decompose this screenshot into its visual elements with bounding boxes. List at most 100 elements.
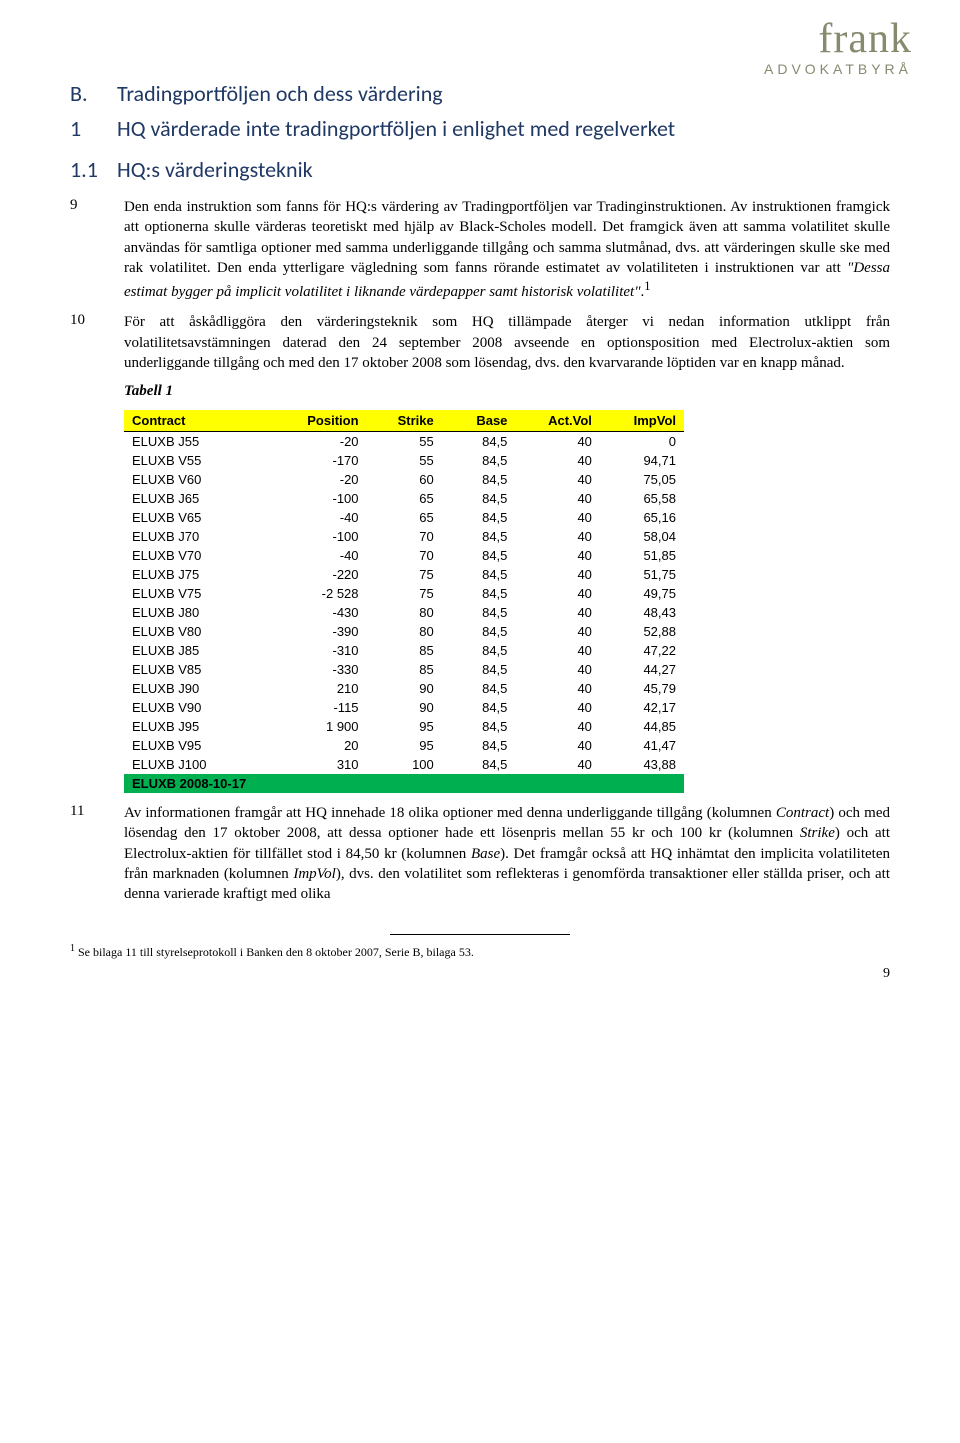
table-row: ELUXB J951 9009584,54044,85 (124, 717, 684, 736)
table-cell: 40 (515, 565, 600, 584)
table-cell: 84,5 (442, 470, 516, 489)
table-row: ELUXB V55-1705584,54094,71 (124, 451, 684, 470)
table-cell: ELUXB J55 (124, 432, 273, 452)
table-row: ELUXB V80-3908084,54052,88 (124, 622, 684, 641)
logo-sub: ADVOKATBYRÅ (764, 62, 912, 76)
table-cell: 84,5 (442, 641, 516, 660)
table-cell: 44,27 (600, 660, 684, 679)
table-row: ELUXB J65-1006584,54065,58 (124, 489, 684, 508)
subsection-heading: 1 HQ värderade inte tradingportföljen i … (70, 115, 890, 142)
para-body: För att åskådliggöra den värderingstekni… (124, 312, 890, 373)
table-row: ELUXB V60-206084,54075,05 (124, 470, 684, 489)
table-cell: 51,75 (600, 565, 684, 584)
table-cell: ELUXB V70 (124, 546, 273, 565)
table-cell: ELUXB V80 (124, 622, 273, 641)
table-cell: 48,43 (600, 603, 684, 622)
subsubsection-label: 1.1 (70, 156, 112, 183)
table-cell: 84,5 (442, 546, 516, 565)
section-title: Tradingportföljen och dess värdering (117, 80, 443, 107)
para9-text-a: Den enda instruktion som fanns för HQ:s … (124, 199, 890, 276)
table-col-actvol: Act.Vol (515, 410, 600, 432)
table-cell: 40 (515, 546, 600, 565)
table-row: ELUXB J10031010084,54043,88 (124, 755, 684, 774)
table-cell: 40 (515, 470, 600, 489)
table-cell: 40 (515, 755, 600, 774)
subsection-title: HQ värderade inte tradingportföljen i en… (117, 115, 675, 142)
footnote-1: 1 Se bilaga 11 till styrelseprotokoll i … (70, 943, 890, 960)
table-cell: 95 (367, 717, 442, 736)
table-cell: 40 (515, 527, 600, 546)
table-cell: 84,5 (442, 565, 516, 584)
table-cell: ELUXB V55 (124, 451, 273, 470)
table-cell: 40 (515, 679, 600, 698)
table-cell: 55 (367, 451, 442, 470)
table-cell: 20 (273, 736, 367, 755)
table-cell: 65,16 (600, 508, 684, 527)
table-row: ELUXB J80-4308084,54048,43 (124, 603, 684, 622)
table-cell: 40 (515, 584, 600, 603)
table-cell: -20 (273, 470, 367, 489)
table-row: ELUXB V65-406584,54065,16 (124, 508, 684, 527)
table-cell: 70 (367, 546, 442, 565)
footnote-text: Se bilaga 11 till styrelseprotokoll i Ba… (78, 945, 474, 959)
table-cell: 65 (367, 489, 442, 508)
table-col-base: Base (442, 410, 516, 432)
paragraph-10: 10 För att åskådliggöra den värderingste… (70, 312, 890, 373)
footnote-ref-1: 1 (644, 279, 650, 293)
paragraph-9: 9 Den enda instruktion som fanns för HQ:… (70, 197, 890, 302)
table-col-position: Position (273, 410, 367, 432)
table-cell: -430 (273, 603, 367, 622)
text-run: Strike (800, 825, 835, 841)
table-cell: 40 (515, 432, 600, 452)
table-cell: -40 (273, 508, 367, 527)
table-row: ELUXB J85-3108584,54047,22 (124, 641, 684, 660)
table-cell: 85 (367, 660, 442, 679)
table-cell: 51,85 (600, 546, 684, 565)
table-cell: 49,75 (600, 584, 684, 603)
table-cell: 84,5 (442, 432, 516, 452)
table-cell: ELUXB J85 (124, 641, 273, 660)
table-cell: ELUXB J95 (124, 717, 273, 736)
table-cell: ELUXB V95 (124, 736, 273, 755)
page: frank ADVOKATBYRÅ B. Tradingportföljen o… (0, 0, 960, 1012)
para-num: 9 (70, 197, 124, 302)
table-cell: -170 (273, 451, 367, 470)
table-cell: 84,5 (442, 489, 516, 508)
table-footer-label: ELUXB 2008-10-17 (124, 774, 684, 793)
table-cell: 84,5 (442, 679, 516, 698)
text-run: Av informationen framgår att HQ innehade… (124, 805, 776, 821)
table-cell: 90 (367, 679, 442, 698)
table-cell: -390 (273, 622, 367, 641)
table-cell: 84,5 (442, 717, 516, 736)
table-cell: -40 (273, 546, 367, 565)
logo-main: frank (764, 18, 912, 60)
table-row: ELUXB J75-2207584,54051,75 (124, 565, 684, 584)
table-cell: 40 (515, 641, 600, 660)
table-cell: ELUXB J80 (124, 603, 273, 622)
table-cell: ELUXB J100 (124, 755, 273, 774)
table-cell: 1 900 (273, 717, 367, 736)
table-cell: 84,5 (442, 527, 516, 546)
footnote-rule (390, 934, 570, 935)
table-cell: 84,5 (442, 736, 516, 755)
table-cell: 75 (367, 565, 442, 584)
table-cell: ELUXB J70 (124, 527, 273, 546)
table-cell: -100 (273, 489, 367, 508)
subsection-label: 1 (70, 115, 112, 142)
table-cell: 65,58 (600, 489, 684, 508)
table-cell: 84,5 (442, 584, 516, 603)
paragraph-11: 11 Av informationen framgår att HQ inneh… (70, 803, 890, 904)
table-row: ELUXB V70-407084,54051,85 (124, 546, 684, 565)
footnote-num: 1 (70, 943, 75, 954)
table-cell: 42,17 (600, 698, 684, 717)
table-label: Tabell 1 (124, 383, 890, 400)
table-row: ELUXB J70-1007084,54058,04 (124, 527, 684, 546)
table-cell: 70 (367, 527, 442, 546)
table-cell: ELUXB V75 (124, 584, 273, 603)
table-cell: 80 (367, 603, 442, 622)
logo: frank ADVOKATBYRÅ (764, 18, 912, 76)
table-cell: 40 (515, 622, 600, 641)
table-cell: 84,5 (442, 451, 516, 470)
table-cell: 85 (367, 641, 442, 660)
text-run: Base (471, 846, 500, 862)
